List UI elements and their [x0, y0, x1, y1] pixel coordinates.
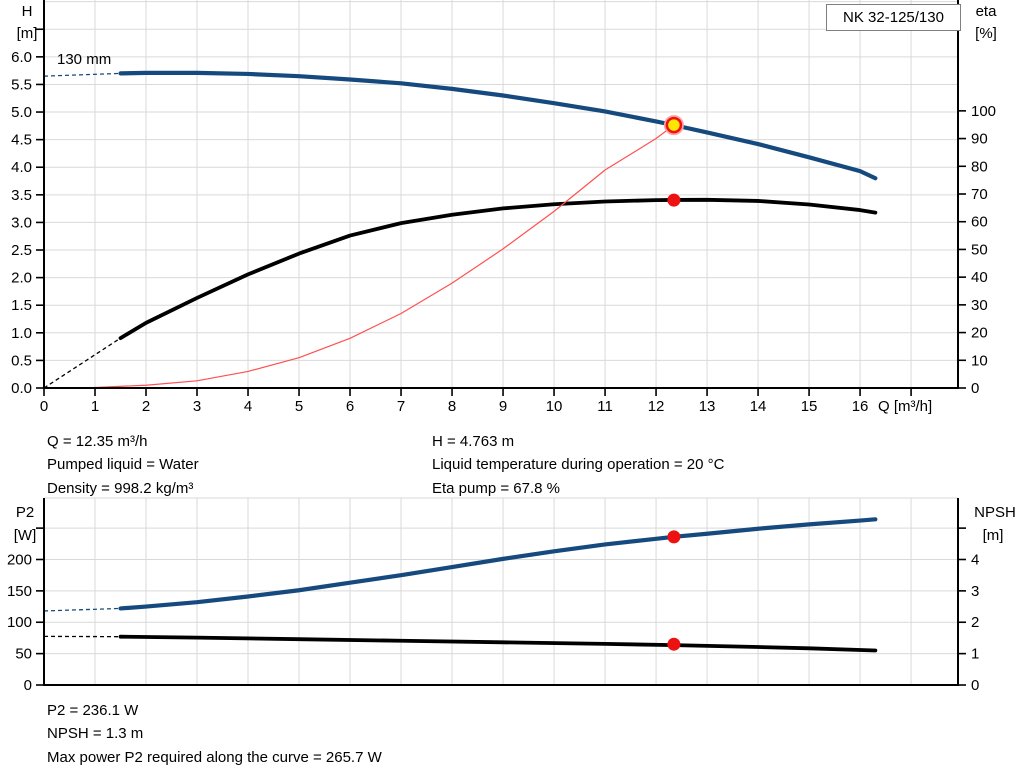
x-tick-label: 14 [750, 398, 767, 415]
x-tick-label: 6 [346, 398, 354, 415]
duty-point-power [667, 530, 681, 544]
right-tick-label: 70 [971, 186, 988, 203]
head-curve-130mm [118, 70, 878, 181]
left-tick-label: 50 [15, 646, 32, 663]
left-tick-label: 150 [7, 583, 32, 600]
x-tick-label: 12 [648, 398, 665, 415]
right-tick-label: 80 [971, 158, 988, 175]
right-tick-label: 3 [971, 583, 979, 600]
info-line-liquid: Pumped liquid = Water [47, 456, 199, 474]
x-tick-label: 10 [546, 398, 563, 415]
tick-labels: 0 1 2 3 4 5 6 7 8 9 10 11 12 13 14 15 160.00.51.01.52.02… [11, 49, 996, 415]
x-axis-title: Q [m³/h] [878, 398, 932, 415]
x-tick-label: 15 [801, 398, 818, 415]
pump-model-badge: NK 32-125/130 [826, 4, 961, 31]
tick-labels: 0 50 100 150 200 0 1 2 3 4 [7, 551, 979, 694]
power-curve [118, 517, 878, 611]
info-line-max-power: Max power P2 required along the curve = … [47, 748, 382, 766]
x-tick-label: 5 [295, 398, 303, 415]
info-line-flow: Q = 12.35 m³/h [47, 433, 148, 450]
duty-info-left: Q = 12.35 m³/h Pumped liquid = Water Den… [47, 430, 199, 500]
right-tick-label: 30 [971, 297, 988, 314]
left-tick-label: 6.0 [11, 49, 32, 66]
tick-marks [36, 527, 966, 686]
left-tick-label: 3.5 [11, 187, 32, 204]
right-tick-label: 40 [971, 269, 988, 286]
right-tick-label: 90 [971, 131, 988, 148]
head-efficiency-chart: 0 1 2 3 4 5 6 7 8 9 10 11 12 13 14 15 160.00.51.01.52.02… [11, 0, 998, 415]
npsh-curve [118, 634, 878, 653]
left-tick-label: 0.0 [11, 380, 32, 397]
x-tick-label: 7 [397, 398, 405, 415]
left-tick-label: 200 [7, 551, 32, 568]
x-tick-label: 4 [244, 398, 252, 415]
left-tick-label: 5.0 [11, 104, 32, 121]
right-tick-label: 1 [971, 646, 979, 663]
info-line-npsh: NPSH = 1.3 m [47, 725, 144, 743]
left-tick-label: 5.5 [11, 76, 32, 93]
right-tick-label: 20 [971, 325, 988, 342]
right-tick-label: 100 [971, 103, 996, 120]
left-axis-unit: [W] [14, 527, 37, 544]
x-tick-label: 13 [699, 398, 716, 415]
left-axis-unit: [m] [17, 25, 38, 42]
left-tick-label: 1.0 [11, 325, 32, 342]
grid-lines [44, 497, 958, 685]
duty-point-eta [667, 193, 681, 207]
duty-info-bottom: P2 = 236.1 W NPSH = 1.3 m Max power P2 r… [47, 699, 382, 769]
power-curve-extrapolation [43, 607, 121, 612]
left-tick-label: 0 [24, 677, 32, 694]
grid-lines [44, 0, 958, 388]
left-tick-label: 0.5 [11, 352, 32, 369]
x-tick-label: 1 [91, 398, 99, 415]
left-axis-title: H [22, 3, 33, 20]
right-tick-label: 2 [971, 614, 979, 631]
left-tick-label: 4.5 [11, 132, 32, 149]
left-tick-label: 2.5 [11, 242, 32, 259]
left-axis-title: P2 [16, 504, 34, 521]
left-tick-label: 3.0 [11, 214, 32, 231]
axes [43, 498, 959, 686]
info-line-eta: Eta pump = 67.8 % [432, 479, 560, 497]
left-tick-label: 100 [7, 614, 32, 631]
info-line-density: Density = 998.2 kg/m³ [47, 479, 194, 497]
efficiency-curve-extrapolation [43, 337, 121, 389]
right-tick-label: 50 [971, 241, 988, 258]
x-tick-label: 8 [448, 398, 456, 415]
right-axis-unit: [m] [983, 527, 1004, 544]
right-tick-label: 0 [971, 380, 979, 397]
right-axis-title: eta [976, 3, 998, 20]
right-axis-unit: [%] [975, 25, 997, 42]
head-curve-130mm-extrapolation [43, 72, 121, 77]
x-tick-label: 0 [40, 398, 48, 415]
system-curve [43, 124, 675, 389]
duty-point-npsh [667, 637, 681, 651]
right-axis-title: NPSH [974, 504, 1016, 521]
info-line-head: H = 4.763 m [432, 433, 515, 450]
x-tick-label: 11 [597, 398, 613, 415]
power-npsh-chart: 0 50 100 150 200 0 1 2 3 4 P2 [W] NPSH [m] [7, 497, 1016, 694]
x-tick-label: 3 [193, 398, 201, 415]
x-tick-label: 16 [852, 398, 869, 415]
left-tick-label: 1.5 [11, 297, 32, 314]
right-tick-label: 10 [971, 352, 988, 369]
right-tick-label: 60 [971, 214, 988, 231]
impeller-diameter-label: 130 mm [57, 51, 111, 68]
right-tick-label: 4 [971, 551, 979, 568]
x-tick-label: 2 [142, 398, 150, 415]
right-tick-label: 0 [971, 677, 979, 694]
pump-model-label: NK 32-125/130 [843, 9, 944, 26]
info-line-power: P2 = 236.1 W [47, 702, 139, 719]
efficiency-curve [118, 197, 878, 341]
duty-info-right: H = 4.763 m Liquid temperature during op… [432, 430, 724, 500]
left-tick-label: 2.0 [11, 270, 32, 287]
info-line-temperature: Liquid temperature during operation = 20… [432, 456, 725, 474]
tick-marks [36, 28, 966, 396]
x-tick-label: 9 [499, 398, 507, 415]
left-tick-label: 4.0 [11, 159, 32, 176]
duty-point-head [663, 115, 684, 136]
